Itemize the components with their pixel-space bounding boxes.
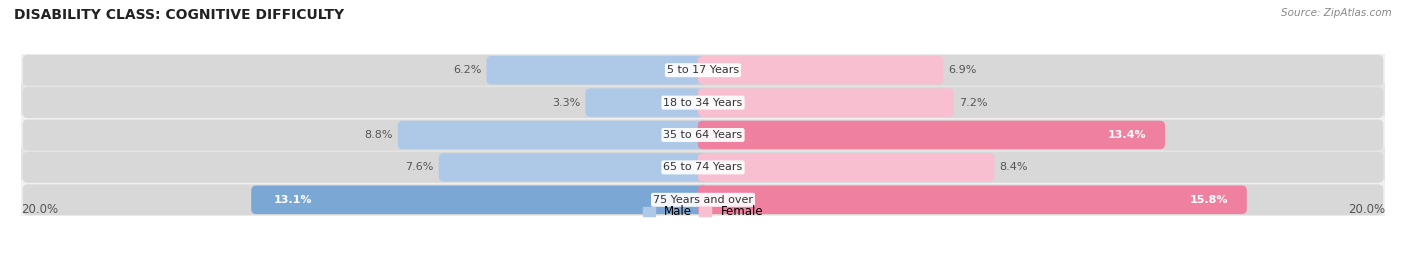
FancyBboxPatch shape	[697, 184, 1384, 215]
FancyBboxPatch shape	[697, 152, 1384, 183]
Text: 75 Years and over: 75 Years and over	[652, 195, 754, 205]
Text: 6.2%: 6.2%	[453, 65, 481, 75]
FancyBboxPatch shape	[22, 152, 709, 183]
FancyBboxPatch shape	[697, 87, 1384, 118]
FancyBboxPatch shape	[20, 179, 1386, 220]
Text: 7.6%: 7.6%	[405, 162, 433, 173]
FancyBboxPatch shape	[20, 114, 1386, 156]
Text: DISABILITY CLASS: COGNITIVE DIFFICULTY: DISABILITY CLASS: COGNITIVE DIFFICULTY	[14, 8, 344, 22]
FancyBboxPatch shape	[439, 153, 709, 182]
FancyBboxPatch shape	[20, 50, 1386, 91]
FancyBboxPatch shape	[697, 185, 1247, 214]
FancyBboxPatch shape	[697, 55, 1384, 86]
Text: 20.0%: 20.0%	[21, 203, 58, 216]
FancyBboxPatch shape	[22, 55, 709, 86]
FancyBboxPatch shape	[697, 153, 994, 182]
FancyBboxPatch shape	[697, 120, 1384, 150]
Text: 65 to 74 Years: 65 to 74 Years	[664, 162, 742, 173]
Text: 15.8%: 15.8%	[1189, 195, 1227, 205]
FancyBboxPatch shape	[22, 120, 709, 150]
FancyBboxPatch shape	[398, 121, 709, 149]
Text: 13.4%: 13.4%	[1108, 130, 1146, 140]
FancyBboxPatch shape	[22, 87, 709, 118]
Text: 8.4%: 8.4%	[1000, 162, 1028, 173]
FancyBboxPatch shape	[585, 88, 709, 117]
FancyBboxPatch shape	[20, 147, 1386, 188]
FancyBboxPatch shape	[22, 184, 709, 215]
FancyBboxPatch shape	[486, 56, 709, 85]
Text: Source: ZipAtlas.com: Source: ZipAtlas.com	[1281, 8, 1392, 18]
FancyBboxPatch shape	[20, 82, 1386, 123]
FancyBboxPatch shape	[697, 56, 943, 85]
Text: 6.9%: 6.9%	[949, 65, 977, 75]
Text: 20.0%: 20.0%	[1348, 203, 1385, 216]
Text: 7.2%: 7.2%	[959, 97, 987, 108]
Text: 18 to 34 Years: 18 to 34 Years	[664, 97, 742, 108]
FancyBboxPatch shape	[697, 88, 953, 117]
FancyBboxPatch shape	[252, 185, 709, 214]
Text: 35 to 64 Years: 35 to 64 Years	[664, 130, 742, 140]
Text: 3.3%: 3.3%	[553, 97, 581, 108]
Legend: Male, Female: Male, Female	[638, 201, 768, 223]
Text: 5 to 17 Years: 5 to 17 Years	[666, 65, 740, 75]
FancyBboxPatch shape	[697, 121, 1166, 149]
Text: 8.8%: 8.8%	[364, 130, 392, 140]
Text: 13.1%: 13.1%	[273, 195, 312, 205]
